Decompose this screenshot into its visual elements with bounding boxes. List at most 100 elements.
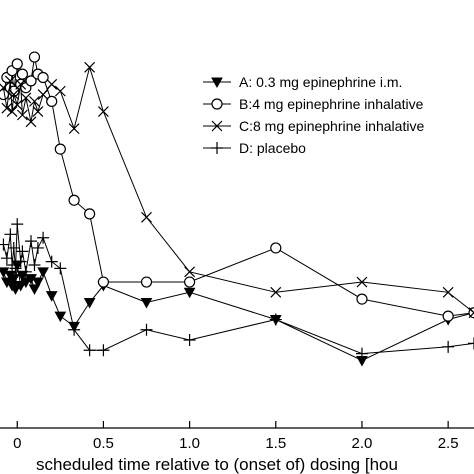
data-point — [4, 75, 16, 87]
legend-marker — [211, 77, 223, 89]
data-point — [54, 143, 66, 155]
data-point — [37, 231, 50, 244]
series-line — [2, 264, 474, 362]
x-axis: 0 0.5 1.0 1.5 2.0 2.5 — [0, 421, 474, 452]
data-point — [54, 311, 67, 323]
data-point — [270, 286, 282, 298]
data-point — [16, 245, 29, 258]
data-point — [140, 298, 153, 309]
data-point — [0, 238, 10, 251]
legend-marker — [211, 120, 223, 132]
data-point — [84, 208, 96, 220]
data-point — [32, 106, 44, 118]
data-point — [46, 78, 58, 90]
data-point — [184, 266, 196, 278]
data-point — [68, 194, 80, 206]
plot-area — [0, 51, 474, 367]
data-point — [20, 92, 32, 104]
data-point — [11, 218, 24, 231]
data-point — [270, 242, 282, 254]
data-point — [97, 276, 110, 288]
legend-label: D: placebo — [239, 140, 306, 156]
data-point — [141, 211, 152, 223]
data-point — [7, 241, 20, 254]
data-point — [140, 276, 153, 288]
data-point — [45, 291, 58, 302]
data-point — [183, 287, 196, 299]
data-point — [45, 255, 58, 268]
data-point — [28, 51, 41, 63]
data-point — [442, 310, 454, 322]
x-tick-label: 1.5 — [265, 435, 286, 452]
data-point — [184, 276, 196, 288]
legend-marker — [211, 98, 223, 110]
x-tick-label: 1.0 — [179, 435, 200, 452]
data-point — [0, 252, 13, 265]
legend-label: C:8 mg epinephrine inhalative — [239, 118, 424, 134]
legend-item: B:4 mg epinephrine inhalative — [203, 96, 424, 112]
data-point — [16, 68, 29, 80]
data-point — [28, 259, 41, 271]
series-4 — [0, 218, 474, 360]
data-point — [32, 277, 44, 289]
data-point — [15, 78, 27, 90]
legend-label: A: 0.3 mg epinephrine i.m. — [239, 74, 402, 90]
x-axis-label: scheduled time relative to (onset of) do… — [36, 455, 398, 474]
data-point — [31, 241, 44, 254]
data-point — [140, 323, 153, 336]
data-point — [356, 293, 368, 305]
data-point — [37, 89, 49, 100]
data-point — [54, 262, 67, 275]
data-point — [68, 123, 80, 135]
data-point — [19, 265, 32, 278]
data-point — [14, 280, 27, 292]
series-line — [2, 65, 474, 314]
data-point — [11, 58, 23, 70]
data-point — [97, 344, 110, 357]
data-point — [442, 286, 454, 298]
series-3 — [0, 61, 474, 319]
data-point — [54, 85, 66, 97]
data-point — [356, 276, 368, 288]
legend: A: 0.3 mg epinephrine i.m. B:4 mg epineph… — [203, 74, 424, 156]
data-point — [7, 274, 20, 285]
x-tick-label: 0 — [13, 435, 21, 452]
data-point — [83, 344, 96, 357]
data-point — [20, 277, 32, 289]
data-point — [9, 262, 22, 275]
data-point — [28, 284, 41, 295]
legend-label: B:4 mg epinephrine inhalative — [239, 96, 424, 112]
data-point — [37, 71, 49, 84]
data-point — [468, 307, 474, 319]
data-point — [29, 95, 40, 107]
data-point — [25, 75, 37, 87]
data-point — [16, 109, 28, 121]
data-point — [68, 323, 81, 336]
data-point — [355, 347, 368, 360]
data-point — [8, 89, 20, 100]
series-2 — [0, 51, 474, 322]
data-point — [83, 298, 96, 309]
legend-marker — [211, 142, 223, 154]
data-point — [25, 235, 38, 248]
data-point — [9, 284, 22, 295]
data-point — [1, 102, 13, 114]
data-point — [269, 313, 282, 326]
data-point — [183, 334, 196, 346]
data-point — [468, 337, 474, 350]
data-point — [4, 228, 17, 241]
legend-item: C:8 mg epinephrine inhalative — [203, 118, 424, 134]
data-point — [46, 95, 58, 107]
data-point — [84, 61, 96, 73]
x-tick-label: 2.0 — [352, 435, 373, 452]
data-point — [97, 106, 109, 118]
data-point — [442, 340, 455, 353]
data-point — [11, 99, 23, 111]
legend-item: D: placebo — [203, 140, 306, 156]
data-point — [14, 255, 27, 268]
data-point — [25, 116, 37, 128]
data-point — [37, 267, 49, 278]
data-point — [6, 106, 18, 118]
x-tick-label: 0.5 — [93, 435, 114, 452]
